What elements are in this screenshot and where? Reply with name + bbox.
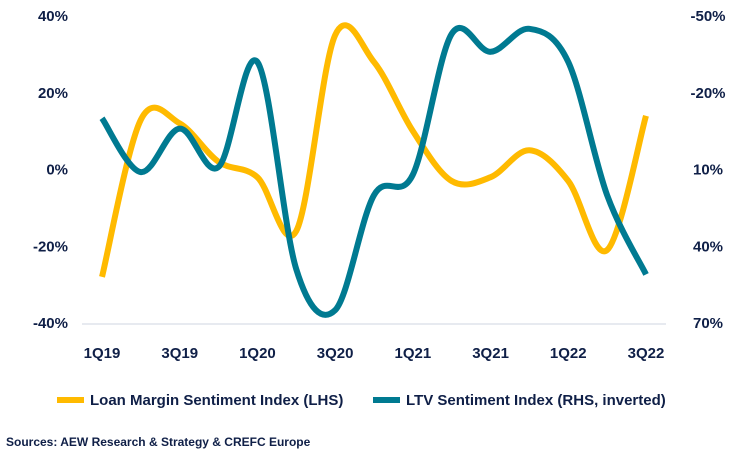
x-tick-label: 1Q19 xyxy=(84,345,121,362)
series-line-ltv xyxy=(99,25,649,318)
legend-label-loan-margin: Loan Margin Sentiment Index (LHS) xyxy=(90,392,343,409)
y-right-tick-label: 70% xyxy=(693,315,723,332)
x-tick-label: 1Q21 xyxy=(395,345,432,362)
x-tick-label: 3Q21 xyxy=(472,345,509,362)
y-left-tick-label: -20% xyxy=(33,238,68,255)
series-line-loan-margin xyxy=(99,22,649,278)
x-tick-label: 1Q20 xyxy=(239,345,276,362)
y-right-tick-label: -50% xyxy=(690,8,725,25)
source-note: Sources: AEW Research & Strategy & CREFC… xyxy=(6,435,311,449)
x-tick-label: 3Q20 xyxy=(317,345,354,362)
y-right-tick-label: -20% xyxy=(690,85,725,102)
y-right-tick-label: 10% xyxy=(693,162,723,179)
chart-axes: 40% 20% 0% -20% -40% -50% -20% 10% 40% 70% 1Q19 3Q1… xyxy=(33,8,726,362)
y-left-tick-label: -40% xyxy=(33,315,68,332)
x-tick-label: 1Q22 xyxy=(550,345,587,362)
y-right-tick-label: 40% xyxy=(693,238,723,255)
x-tick-label: 3Q19 xyxy=(161,345,198,362)
y-left-tick-label: 20% xyxy=(38,85,68,102)
legend-label-ltv: LTV Sentiment Index (RHS, inverted) xyxy=(406,392,666,409)
y-left-tick-label: 40% xyxy=(38,8,68,25)
x-tick-label: 3Q22 xyxy=(628,345,665,362)
chart-lines xyxy=(99,22,649,318)
legend: Loan Margin Sentiment Index (LHS) LTV Se… xyxy=(57,392,666,409)
y-left-tick-label: 0% xyxy=(46,162,68,179)
